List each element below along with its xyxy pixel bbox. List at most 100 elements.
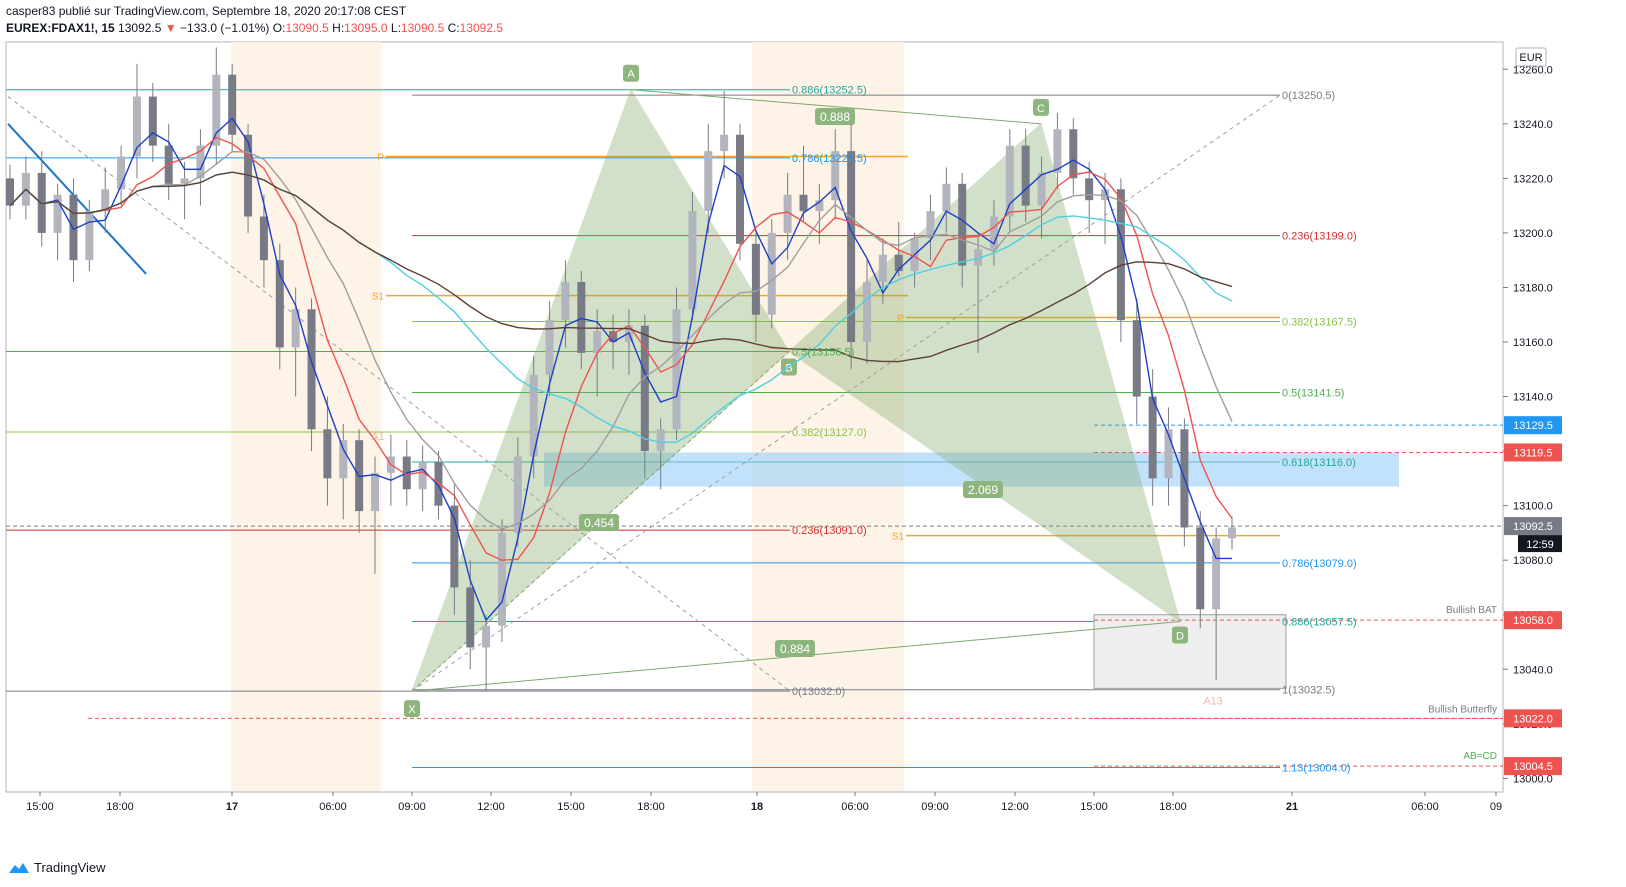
price-badge-label: 13129.5 xyxy=(1513,420,1553,432)
candle-body xyxy=(1085,178,1094,201)
candle-body xyxy=(164,145,173,184)
fib-label-right: 0.5(13141.5) xyxy=(1282,387,1344,399)
y-tick-label: 13160.0 xyxy=(1513,337,1553,349)
x-tick-label: 15:00 xyxy=(26,801,54,813)
tradingview-logo-icon xyxy=(9,862,29,873)
price-chart[interactable]: X A B C D 0.888 0.454 2.069 0.884 0.886(13252.5)… xyxy=(0,0,1626,850)
low-label: L: xyxy=(390,21,401,35)
candle-body xyxy=(371,472,380,512)
price-badge-label: 13092.5 xyxy=(1513,521,1553,533)
ac-line xyxy=(630,89,1042,125)
candle-body xyxy=(196,145,205,179)
candle-body xyxy=(148,96,157,146)
marker-label: A13 xyxy=(1203,696,1223,708)
currency-label: EUR xyxy=(1519,52,1542,64)
fib-label-right: 0.382(13167.5) xyxy=(1282,317,1357,329)
pattern-point-badge xyxy=(404,700,420,718)
pattern-point-label: X xyxy=(408,704,416,716)
last-price: 13092.5 xyxy=(118,21,162,35)
pivot-label: P xyxy=(897,313,904,324)
candle-body xyxy=(577,282,586,353)
candle-body xyxy=(1069,129,1078,179)
pattern-point-label: D xyxy=(1176,631,1184,643)
price-badge-label: 13004.5 xyxy=(1513,761,1553,773)
candle-body xyxy=(672,309,681,430)
candle-body xyxy=(1037,172,1046,206)
candle-body xyxy=(85,211,94,261)
x-tick-label: 21 xyxy=(1286,801,1298,813)
price-badge-label: 13119.5 xyxy=(1514,447,1553,459)
fib-label-left: 0.786(13227.5) xyxy=(792,153,867,165)
candle-body xyxy=(545,320,554,375)
candle-body xyxy=(958,183,967,266)
ratio-label: 0.888 xyxy=(820,110,850,124)
moving-average-line xyxy=(9,150,1233,530)
pattern-point-label: B xyxy=(785,363,792,375)
candle-body xyxy=(180,178,189,184)
candle-body xyxy=(989,216,998,250)
candle-body xyxy=(878,254,887,282)
tradingview-footer[interactable]: TradingView xyxy=(8,860,106,875)
symbol-label[interactable]: EUREX:FDAX1!, 15 xyxy=(6,21,115,35)
candle-body xyxy=(1116,189,1125,321)
price-badge xyxy=(1504,611,1562,630)
ratio-label: 0.454 xyxy=(584,516,614,530)
fib-label-left: 0(13032.0) xyxy=(792,686,845,698)
candle-body xyxy=(132,96,141,157)
y-tick-label: 13240.0 xyxy=(1513,119,1553,131)
candle-body xyxy=(69,194,78,261)
candle-body xyxy=(1228,527,1236,539)
x-tick-label: 18 xyxy=(751,801,763,813)
candle-body xyxy=(101,189,110,212)
x-tick-label: 06:00 xyxy=(1411,801,1439,813)
ohlc-line: EUREX:FDAX1!, 15 13092.5 ▼ −133.0 (−1.01… xyxy=(6,21,503,35)
candle-body xyxy=(767,232,776,315)
high-label: H: xyxy=(332,21,345,35)
prz-box xyxy=(1093,614,1287,689)
candle-body xyxy=(831,151,840,201)
candle-body xyxy=(1053,129,1062,173)
ratio-label: 2.069 xyxy=(968,483,998,497)
candle-body xyxy=(275,260,284,348)
candle-body xyxy=(339,440,348,479)
y-tick-label: 13100.0 xyxy=(1513,501,1553,513)
price-badge xyxy=(1504,517,1562,536)
ratio-badge xyxy=(775,640,815,657)
candle-body xyxy=(513,456,522,533)
candle-body xyxy=(434,462,443,506)
x-tick-label: 06:00 xyxy=(319,801,347,813)
candle-body xyxy=(894,254,903,272)
candle-body xyxy=(323,429,332,479)
candle-body xyxy=(228,74,237,135)
pattern-name: AB=CD xyxy=(1463,751,1497,762)
candle-body xyxy=(117,156,126,190)
moving-average-line xyxy=(9,171,1233,363)
y-tick-label: 13140.0 xyxy=(1513,392,1553,404)
y-tick-label: 13260.0 xyxy=(1513,64,1553,76)
candle-body xyxy=(609,331,618,342)
candle-body xyxy=(450,505,459,588)
y-tick-label: 13080.0 xyxy=(1513,555,1553,567)
pattern-point-label: C xyxy=(1037,103,1045,115)
countdown-badge xyxy=(1518,535,1562,553)
price-badge-label: 13022.0 xyxy=(1513,713,1553,725)
y-tick-label: 13200.0 xyxy=(1513,228,1553,240)
fib-label-right: 0(13250.5) xyxy=(1282,90,1335,102)
x-tick-label: 15:00 xyxy=(1080,801,1108,813)
x-tick-label: 15:00 xyxy=(557,801,585,813)
candle-body xyxy=(688,211,697,310)
x-tick-label: 09:00 xyxy=(921,801,949,813)
pivot-label: P xyxy=(377,153,384,164)
pattern-name: Bullish BAT xyxy=(1446,605,1497,616)
candle-body xyxy=(529,374,538,457)
high-value: 13095.0 xyxy=(344,21,388,35)
candle-body xyxy=(418,462,427,490)
candle-body xyxy=(736,134,745,244)
session-band xyxy=(752,42,904,792)
candle-body xyxy=(497,532,506,626)
fib-label-left: 0.886(13252.5) xyxy=(792,85,867,97)
fib-label-left: 0.382(13127.0) xyxy=(792,427,867,439)
price-badge xyxy=(1504,416,1562,435)
candle-body xyxy=(926,211,935,239)
pattern-point-badge xyxy=(1033,98,1049,116)
